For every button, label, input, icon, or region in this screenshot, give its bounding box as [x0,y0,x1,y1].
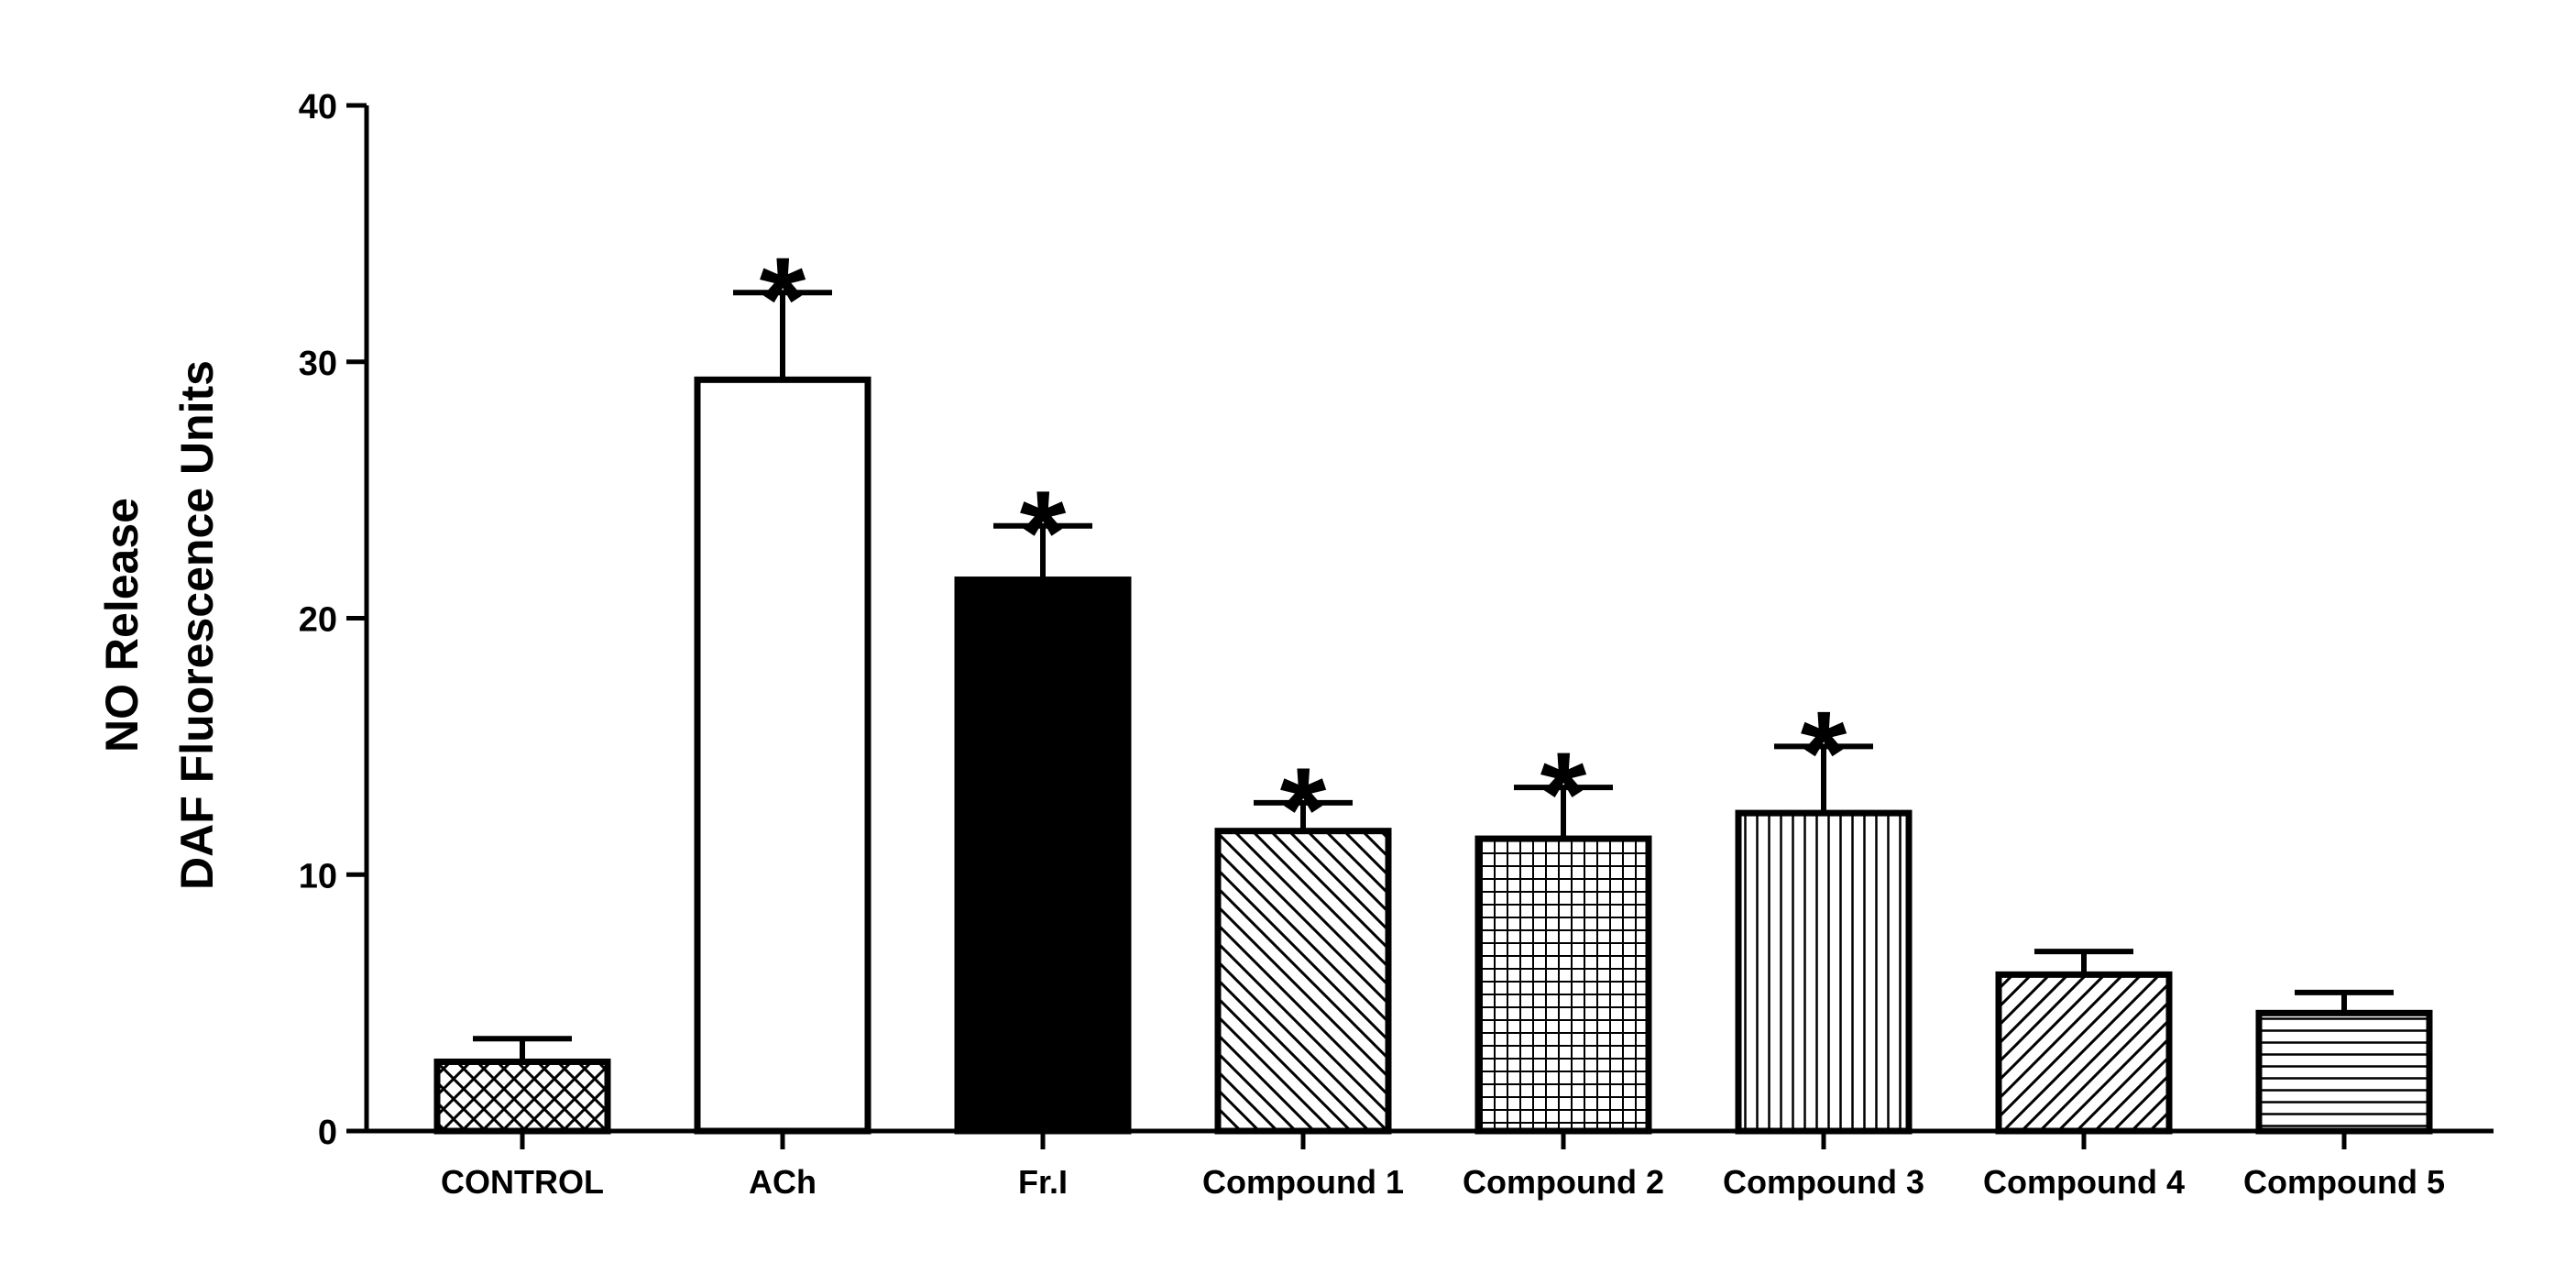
significance-marker: * [1020,466,1067,599]
x-category-label: Compound 2 [1463,1163,1664,1201]
bar-group: * [1735,686,1913,1135]
bar [1474,835,1652,1135]
x-category-label: Compound 4 [1983,1163,2185,1201]
bar [1735,809,1913,1135]
bar [954,577,1132,1135]
significance-marker: * [1540,727,1587,861]
bars: * * * * * [433,232,2433,1135]
significance-marker: * [1801,686,1847,819]
bar-group [1995,949,2173,1135]
y-tick-label: 20 [299,601,337,640]
bar [1995,971,2173,1135]
x-axis-ticks: CONTROL ACh Fr.I Compound 1 Compound 2 Compou… [441,1131,2445,1201]
bar-group [2255,989,2433,1135]
bar-group: * [1474,727,1652,1135]
bar [1214,828,1392,1135]
y-tick-label: 30 [299,345,337,383]
significance-marker: * [1280,742,1327,876]
bar [433,1058,611,1135]
y-tick-label: 40 [299,88,337,126]
bar [2255,1009,2433,1135]
x-category-label: Compound 5 [2243,1163,2445,1201]
y-axis-ticks: 0 10 20 30 40 [299,88,367,1152]
x-category-label: Compound 3 [1723,1163,1924,1201]
x-category-label: ACh [749,1163,817,1201]
bar-group: * [694,232,871,1135]
bar-group [433,1036,611,1135]
bar-group: * [954,466,1132,1135]
x-category-label: CONTROL [441,1163,604,1201]
bar-group: * [1214,742,1392,1135]
y-axis-title: NO Release DAF Fluorescence Units [96,360,223,890]
y-tick-label: 10 [299,857,337,895]
bar [694,376,871,1135]
x-category-label: Fr.I [1018,1163,1068,1201]
x-category-label: Compound 1 [1202,1163,1404,1201]
y-axis-title-line-2: DAF Fluorescence Units [171,360,223,890]
y-tick-label: 0 [318,1114,337,1152]
y-axis-title-line-1: NO Release [96,498,148,752]
significance-marker: * [760,232,806,366]
